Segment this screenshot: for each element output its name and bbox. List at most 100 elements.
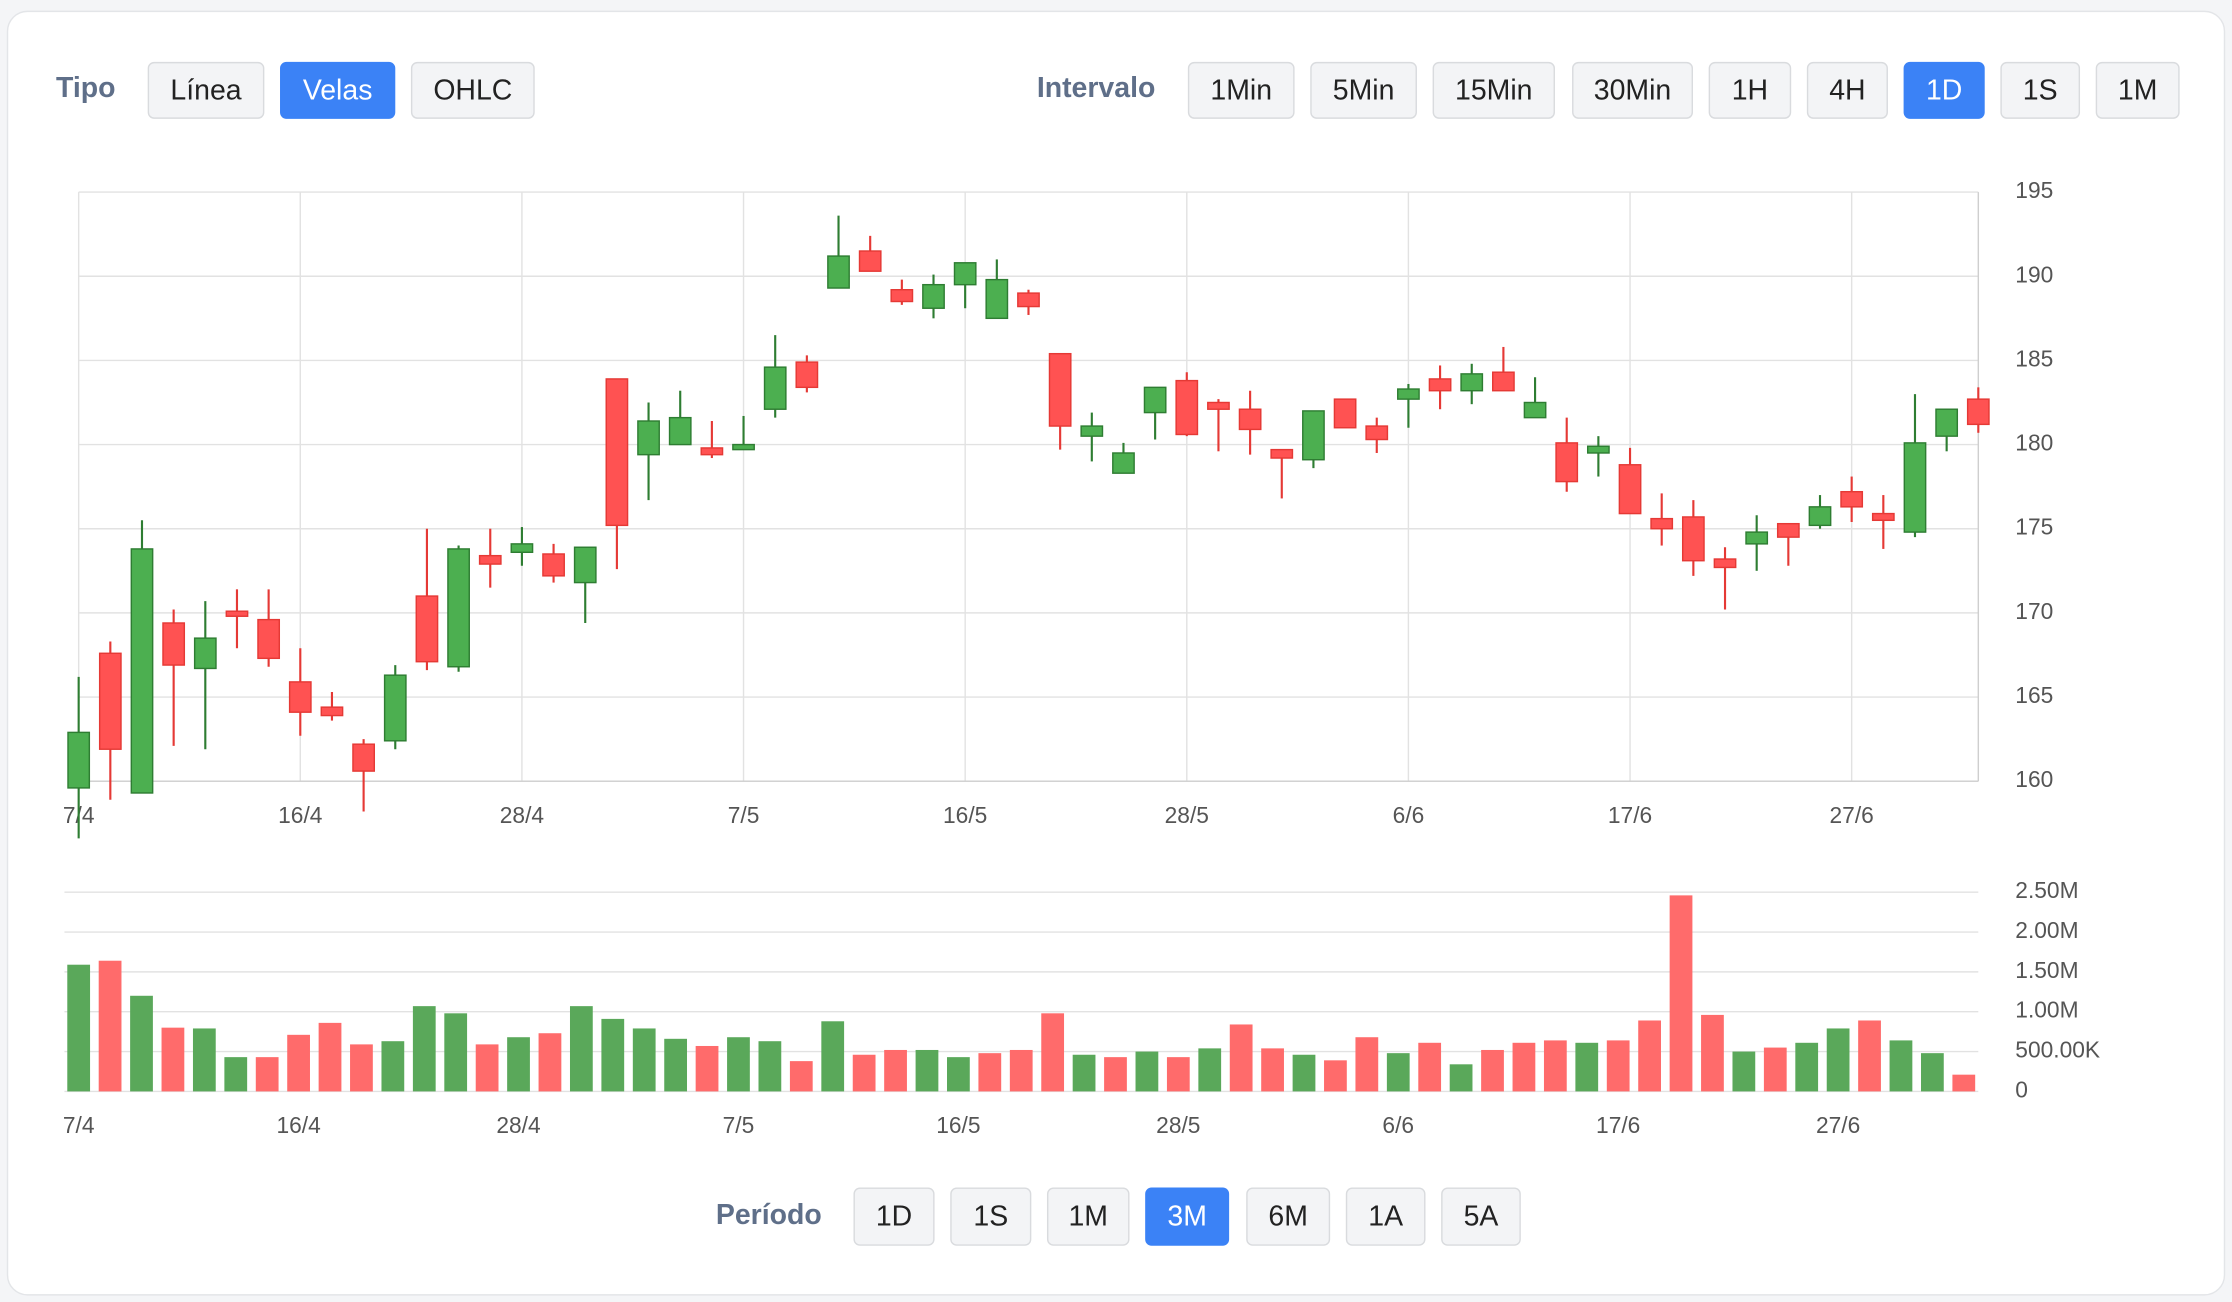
button[interactable]: 30Min — [1572, 61, 1694, 119]
x-tick-label: 7/5 — [728, 802, 760, 828]
button-bg — [853, 1187, 935, 1246]
volume-bar — [1261, 1048, 1284, 1092]
button-label[interactable]: 5A — [1464, 1201, 1499, 1233]
button-bg — [1246, 1187, 1331, 1246]
volume-bar — [1606, 1040, 1630, 1092]
button[interactable]: 1S — [2000, 61, 2081, 119]
volume-bar — [255, 1057, 279, 1092]
button-label[interactable]: 1A — [1368, 1201, 1403, 1233]
button[interactable]: 1H — [1708, 61, 1792, 119]
button-label[interactable]: 5Min — [1333, 74, 1395, 106]
y-tick-label: 500.00K — [2015, 1037, 2100, 1063]
button-label[interactable]: 1Min — [1210, 74, 1272, 106]
volume-bar — [978, 1053, 1002, 1092]
button[interactable]: 3M — [1145, 1187, 1230, 1246]
button[interactable]: Línea — [147, 61, 265, 119]
candle-body — [257, 618, 281, 660]
volume-bar — [1166, 1057, 1190, 1092]
volume-bar — [1795, 1042, 1819, 1092]
button[interactable]: 15Min — [1432, 61, 1555, 119]
button[interactable]: 1D — [853, 1187, 935, 1246]
candle-body — [763, 366, 787, 410]
y-tick-label: 175 — [2015, 514, 2053, 540]
button[interactable]: 1M — [2095, 61, 2180, 119]
button-label[interactable]: 30Min — [1594, 74, 1671, 106]
button[interactable]: 1M — [1046, 1187, 1130, 1246]
button-label[interactable]: 1S — [2023, 74, 2058, 106]
candle-body — [193, 637, 217, 670]
volume-bar — [695, 1045, 719, 1092]
x-tick-label: 16/4 — [276, 1112, 320, 1138]
button[interactable]: 5Min — [1310, 61, 1417, 119]
button[interactable]: 1D — [1903, 61, 1985, 119]
y-tick-label: 190 — [2015, 261, 2053, 287]
button-label[interactable]: 1S — [973, 1201, 1008, 1233]
button[interactable]: 4H — [1806, 61, 1888, 119]
candle-body — [1175, 379, 1199, 436]
volume-bar — [569, 1006, 593, 1092]
candle-body — [1935, 408, 1959, 437]
button-label[interactable]: OHLC — [433, 74, 512, 106]
volume-bar — [475, 1044, 499, 1092]
button-label[interactable]: 1M — [2118, 74, 2158, 106]
candle-body — [1871, 512, 1895, 522]
candle-body — [1618, 464, 1642, 515]
volume-bar — [444, 1013, 468, 1092]
volume-bar — [1072, 1054, 1096, 1092]
button[interactable]: 1S — [950, 1187, 1032, 1246]
volume-bar — [758, 1041, 782, 1092]
volume-bar — [1669, 895, 1693, 1092]
button-label[interactable]: 1H — [1732, 74, 1768, 106]
volume-bar — [1198, 1048, 1222, 1092]
volume-bar — [884, 1049, 907, 1092]
candle-body — [288, 681, 312, 713]
button-bg — [1310, 61, 1417, 119]
button-bg — [1903, 61, 1985, 119]
volume-bar — [1638, 1020, 1661, 1092]
volume-bar — [1701, 1014, 1724, 1092]
control-label: Intervalo — [1037, 72, 1156, 104]
candle-body — [162, 622, 186, 666]
button-bg — [1441, 1187, 1521, 1246]
y-tick-label: 1.50M — [2015, 957, 2078, 983]
volume-bar — [161, 1027, 185, 1092]
candle-body — [637, 420, 660, 456]
button-label[interactable]: 1D — [876, 1201, 912, 1233]
button-label[interactable]: 4H — [1829, 74, 1865, 106]
button-label[interactable]: 1M — [1068, 1201, 1108, 1233]
candle-body — [1713, 558, 1737, 569]
button-label[interactable]: Velas — [303, 74, 373, 106]
volume-bar — [821, 1021, 845, 1092]
button-label[interactable]: 1D — [1926, 74, 1962, 106]
volume-bar — [224, 1057, 248, 1092]
volume-bar — [130, 995, 153, 1092]
button-label[interactable]: 3M — [1167, 1201, 1207, 1233]
candle-body — [1143, 386, 1167, 414]
candle-body — [1365, 425, 1389, 441]
candle-body — [1080, 425, 1104, 437]
button[interactable]: 1A — [1345, 1187, 1426, 1246]
candle-body — [98, 652, 122, 750]
x-tick-label: 6/6 — [1393, 802, 1425, 828]
volume-bar — [601, 1018, 625, 1092]
volume-bar — [1543, 1040, 1567, 1092]
y-tick-label: 170 — [2015, 598, 2053, 624]
button[interactable]: 5A — [1441, 1187, 1521, 1246]
candle-body — [1302, 410, 1325, 461]
button-bg — [1187, 61, 1295, 119]
button[interactable]: Velas — [280, 61, 396, 119]
volume-bar — [1292, 1054, 1316, 1092]
button-label[interactable]: 15Min — [1455, 74, 1532, 106]
button[interactable]: 1Min — [1187, 61, 1295, 119]
volume-bar — [1763, 1047, 1787, 1092]
button-label[interactable]: 6M — [1268, 1201, 1308, 1233]
volume-bar — [381, 1041, 405, 1092]
candle-body — [542, 553, 565, 577]
button-label[interactable]: Línea — [170, 74, 241, 106]
button[interactable]: OHLC — [410, 61, 535, 119]
candle-body — [953, 262, 977, 286]
volume-bar — [1575, 1042, 1599, 1092]
button[interactable]: 6M — [1246, 1187, 1331, 1246]
candle-body — [1523, 401, 1547, 419]
candle-body — [478, 554, 502, 565]
